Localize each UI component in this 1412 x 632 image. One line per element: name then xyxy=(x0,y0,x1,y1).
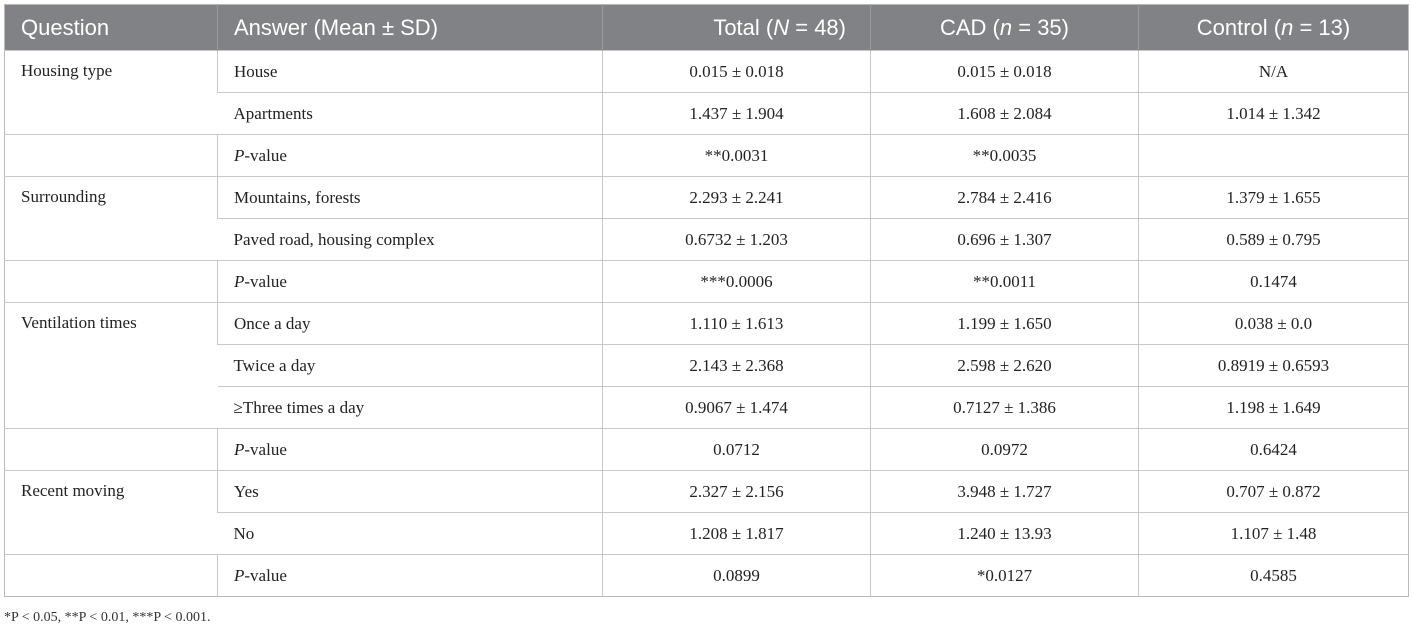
pvalue-label: P-value xyxy=(217,428,603,471)
cad-cell: 2.598 ± 2.620 xyxy=(870,344,1139,387)
control-cell: N/A xyxy=(1138,50,1409,93)
cad-cell: 0.0972 xyxy=(870,428,1139,471)
table-row: Recent moving Yes 2.327 ± 2.156 3.948 ± … xyxy=(4,470,1409,555)
control-cell: 0.707 ± 0.872 xyxy=(1138,470,1409,513)
header-row: Question Answer (Mean ± SD) Total (N = 4… xyxy=(4,4,1409,51)
total-cell: 2.293 ± 2.241 xyxy=(602,176,871,219)
question-cell-empty xyxy=(4,134,218,177)
total-cell: 0.9067 ± 1.474 xyxy=(602,386,871,429)
pvalue-label: P-value xyxy=(217,260,603,303)
answer-cell: House xyxy=(217,50,603,93)
table-row: Housing type House 0.015 ± 0.018 0.015 ±… xyxy=(4,50,1409,135)
control-cell: 0.6424 xyxy=(1138,428,1409,471)
question-cell: Housing type xyxy=(4,50,218,135)
total-cell: 1.110 ± 1.613 xyxy=(602,302,871,345)
cad-cell: **0.0011 xyxy=(870,260,1139,303)
question-cell-empty xyxy=(4,428,218,471)
question-cell-empty xyxy=(4,260,218,303)
pvalue-row: P-value 0.0712 0.0972 0.6424 xyxy=(4,428,1409,471)
answer-cell: Twice a day xyxy=(217,344,603,387)
question-cell: Recent moving xyxy=(4,470,218,555)
total-cell: ***0.0006 xyxy=(602,260,871,303)
answer-cell: Yes xyxy=(217,470,603,513)
total-cell: 1.437 ± 1.904 xyxy=(602,92,871,135)
question-cell: Ventilation times xyxy=(4,302,218,429)
control-cell: 0.038 ± 0.0 xyxy=(1138,302,1409,345)
table-header: Question Answer (Mean ± SD) Total (N = 4… xyxy=(4,4,1409,51)
total-cell: 2.143 ± 2.368 xyxy=(602,344,871,387)
cad-cell: **0.0035 xyxy=(870,134,1139,177)
cad-cell: *0.0127 xyxy=(870,554,1139,597)
total-cell: 1.208 ± 1.817 xyxy=(602,512,871,555)
control-cell: 0.1474 xyxy=(1138,260,1409,303)
header-question: Question xyxy=(4,4,218,51)
table-row: No 1.208 ± 1.817 1.240 ± 13.93 1.107 ± 1… xyxy=(5,512,1409,555)
results-table: Question Answer (Mean ± SD) Total (N = 4… xyxy=(4,4,1409,597)
header-control: Control (n = 13) xyxy=(1138,4,1409,51)
control-cell: 0.589 ± 0.795 xyxy=(1138,218,1409,261)
cad-cell: 1.608 ± 2.084 xyxy=(870,92,1139,135)
pvalue-label: P-value xyxy=(217,134,603,177)
control-cell: 1.014 ± 1.342 xyxy=(1138,92,1409,135)
cad-cell: 2.784 ± 2.416 xyxy=(870,176,1139,219)
table-row: Ventilation times Once a day 1.110 ± 1.6… xyxy=(4,302,1409,429)
answer-cell: Once a day xyxy=(217,302,603,345)
control-cell xyxy=(1138,134,1409,177)
total-cell: 0.6732 ± 1.203 xyxy=(602,218,871,261)
table-row: Surrounding Mountains, forests 2.293 ± 2… xyxy=(4,176,1409,261)
pvalue-row: P-value 0.0899 *0.0127 0.4585 xyxy=(4,554,1409,597)
control-cell: 0.8919 ± 0.6593 xyxy=(1138,344,1409,387)
answer-cell: No xyxy=(217,512,603,555)
cad-cell: 0.696 ± 1.307 xyxy=(870,218,1139,261)
control-cell: 0.4585 xyxy=(1138,554,1409,597)
cad-cell: 3.948 ± 1.727 xyxy=(870,470,1139,513)
table-row: ≥Three times a day 0.9067 ± 1.474 0.7127… xyxy=(5,386,1409,429)
pvalue-row: P-value **0.0031 **0.0035 xyxy=(4,134,1409,177)
total-cell: **0.0031 xyxy=(602,134,871,177)
question-cell-empty xyxy=(4,554,218,597)
answer-cell: Mountains, forests xyxy=(217,176,603,219)
cad-cell: 1.199 ± 1.650 xyxy=(870,302,1139,345)
cad-cell: 1.240 ± 13.93 xyxy=(870,512,1139,555)
total-cell: 0.0899 xyxy=(602,554,871,597)
header-total: Total (N = 48) xyxy=(602,4,871,51)
results-table-container: Question Answer (Mean ± SD) Total (N = 4… xyxy=(4,4,1409,597)
header-cad: CAD (n = 35) xyxy=(870,4,1139,51)
answer-cell: ≥Three times a day xyxy=(217,386,603,429)
table-footnote: *P < 0.05, **P < 0.01, ***P < 0.001. xyxy=(4,610,211,625)
table-row: Paved road, housing complex 0.6732 ± 1.2… xyxy=(5,218,1409,261)
control-cell: 1.198 ± 1.649 xyxy=(1138,386,1409,429)
table-body: Housing type House 0.015 ± 0.018 0.015 ±… xyxy=(4,50,1409,597)
answer-cell: Apartments xyxy=(217,92,603,135)
answer-cell: Paved road, housing complex xyxy=(217,218,603,261)
table-row: Apartments 1.437 ± 1.904 1.608 ± 2.084 1… xyxy=(5,92,1409,135)
pvalue-row: P-value ***0.0006 **0.0011 0.1474 xyxy=(4,260,1409,303)
total-cell: 0.015 ± 0.018 xyxy=(602,50,871,93)
pvalue-label: P-value xyxy=(217,554,603,597)
table-row: Twice a day 2.143 ± 2.368 2.598 ± 2.620 … xyxy=(5,344,1409,387)
cad-cell: 0.015 ± 0.018 xyxy=(870,50,1139,93)
control-cell: 1.107 ± 1.48 xyxy=(1138,512,1409,555)
total-cell: 2.327 ± 2.156 xyxy=(602,470,871,513)
cad-cell: 0.7127 ± 1.386 xyxy=(870,386,1139,429)
total-cell: 0.0712 xyxy=(602,428,871,471)
question-cell: Surrounding xyxy=(4,176,218,261)
control-cell: 1.379 ± 1.655 xyxy=(1138,176,1409,219)
header-answer: Answer (Mean ± SD) xyxy=(217,4,603,51)
